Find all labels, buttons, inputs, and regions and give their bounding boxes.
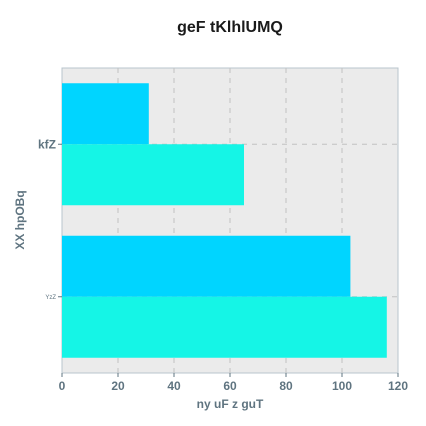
chart-title: geF tKlhlUMQ [177, 19, 283, 36]
bars [62, 83, 387, 358]
x-tick-label: 20 [111, 379, 125, 393]
x-tick-label: 40 [167, 379, 181, 393]
bar-yzz-series-1 [62, 235, 351, 297]
x-tick-label: 80 [279, 379, 293, 393]
y-axis-label: XX hpOBq [13, 190, 27, 249]
x-tick-label: 60 [223, 379, 237, 393]
x-axis-label: ny uF z guT [197, 397, 264, 411]
bar-yzz-series-2 [62, 296, 387, 358]
x-tick-label: 100 [332, 379, 352, 393]
x-axis-ticks: 0 20 40 60 80 100 120 [59, 373, 408, 393]
y-category-label: YzZ [45, 295, 56, 301]
bar-kfz-series-2 [62, 144, 244, 206]
y-axis-categories: kfZ YzZ [38, 137, 62, 301]
bar-kfz-series-1 [62, 83, 149, 145]
x-tick-label: 0 [59, 379, 66, 393]
y-category-label: kfZ [38, 137, 56, 151]
x-tick-label: 120 [388, 379, 408, 393]
